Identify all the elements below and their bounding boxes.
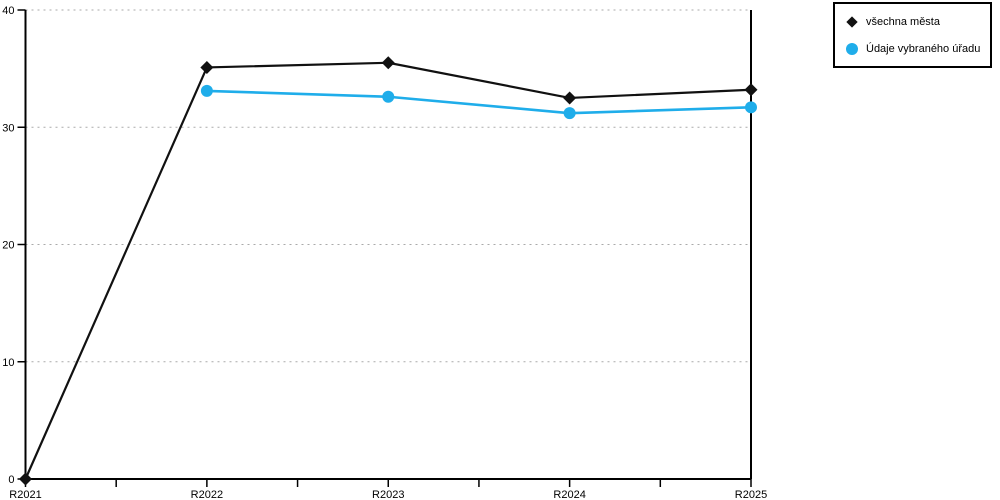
- data-point-diamond: [19, 472, 32, 486]
- data-point-diamond: [381, 56, 395, 70]
- x-tick-label: R2022: [191, 489, 223, 500]
- legend-label-all-cities: všechna města: [866, 15, 940, 28]
- data-point-circle: [745, 101, 757, 114]
- y-tick-label: 40: [2, 5, 14, 17]
- legend: všechna města Údaje vybraného úřadu: [833, 2, 993, 68]
- x-tick-label: R2024: [553, 489, 585, 500]
- x-tick-label: R2023: [372, 489, 404, 500]
- y-tick-label: 20: [2, 240, 14, 252]
- diamond-marker-shape: [845, 15, 858, 28]
- circle-marker-icon: [845, 42, 858, 55]
- data-point-diamond: [200, 60, 214, 74]
- x-tick-label: R2021: [9, 489, 41, 500]
- x-tick-label: R2025: [735, 489, 767, 500]
- data-point-circle: [563, 107, 576, 120]
- legend-item-selected-office: Údaje vybraného úřadu: [845, 38, 980, 59]
- y-tick-label: 30: [2, 122, 14, 134]
- y-tick-label: 0: [8, 474, 14, 486]
- data-point-diamond: [744, 83, 758, 97]
- data-point-circle: [382, 90, 395, 103]
- data-point-circle: [200, 84, 213, 97]
- diamond-marker-icon: [845, 15, 858, 28]
- circle-marker-shape: [845, 42, 858, 55]
- y-tick-label: 10: [2, 357, 14, 369]
- series-line-0: [24, 61, 752, 480]
- legend-item-all-cities: všechna města: [845, 11, 980, 32]
- data-point-diamond: [563, 91, 577, 105]
- series-line-1: [206, 89, 752, 115]
- legend-label-selected-office: Údaje vybraného úřadu: [866, 42, 981, 55]
